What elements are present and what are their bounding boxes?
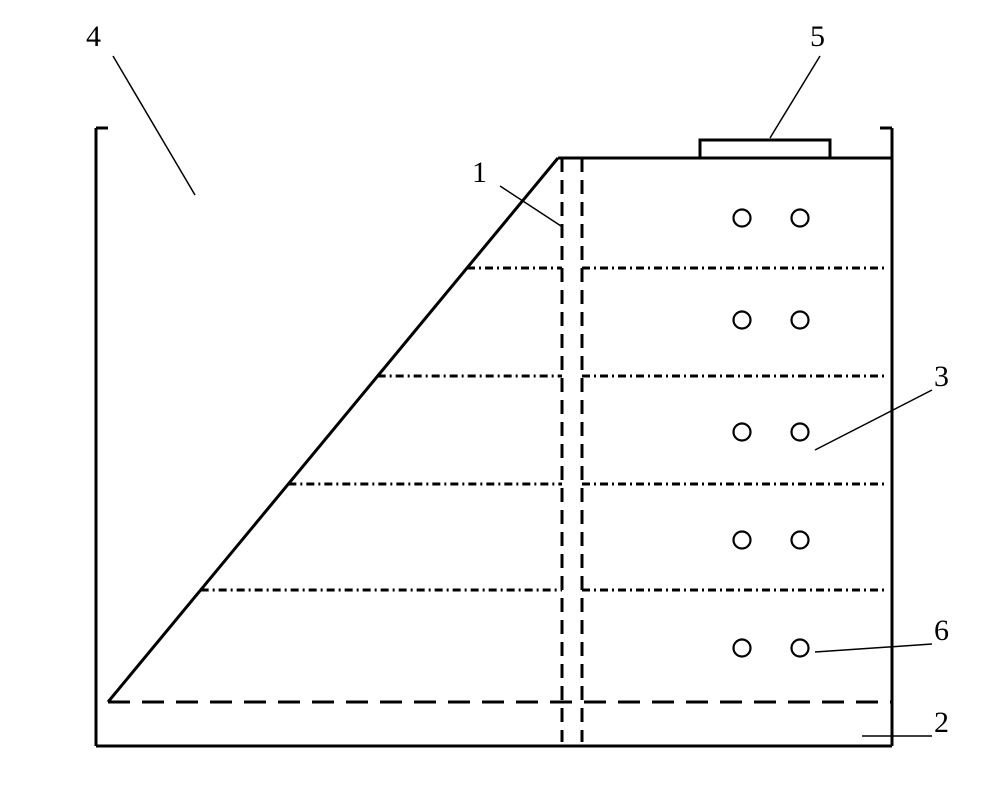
load-block — [700, 140, 830, 158]
sensor-circle — [792, 424, 809, 441]
sensor-circle — [734, 532, 751, 549]
sensor-circle — [792, 210, 809, 227]
sensor-circle — [792, 640, 809, 657]
sensor-circle — [734, 424, 751, 441]
label-1: 1 — [472, 156, 487, 190]
label-5: 5 — [810, 20, 825, 54]
label-6: 6 — [934, 614, 949, 648]
label-4: 4 — [86, 20, 101, 54]
label-3: 3 — [934, 360, 949, 394]
sensor-circle — [734, 640, 751, 657]
sensor-circle — [734, 210, 751, 227]
sensor-circle — [734, 312, 751, 329]
sensor-circle — [792, 532, 809, 549]
sensor-circle — [792, 312, 809, 329]
label-2: 2 — [934, 706, 949, 740]
